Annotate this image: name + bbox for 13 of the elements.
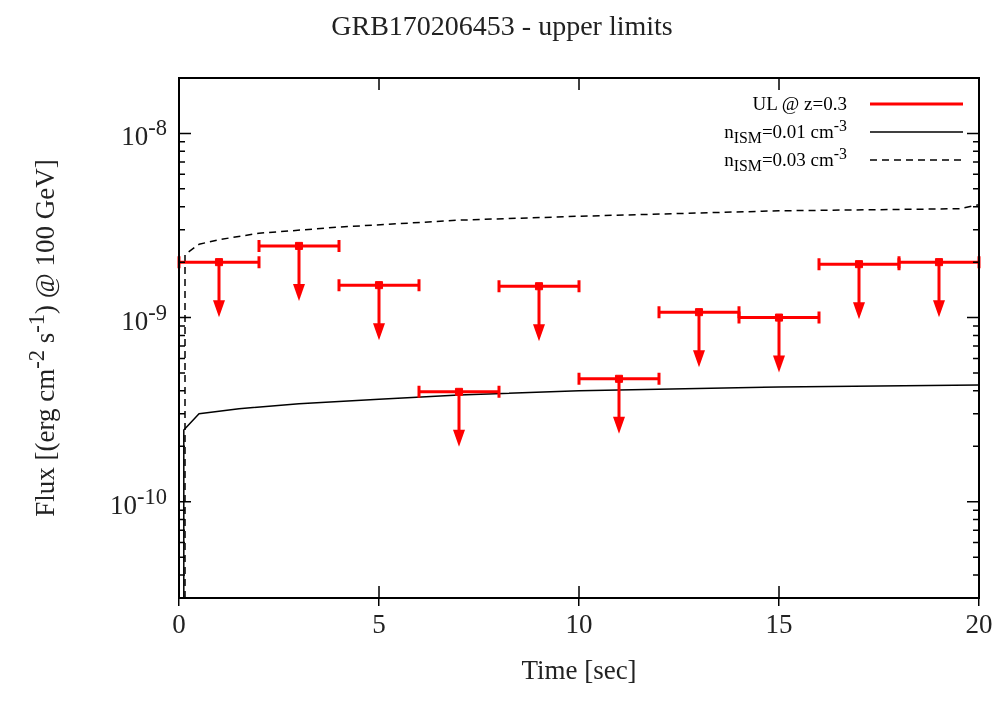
y-tick-label: 10$^{-9}$ [121,299,167,337]
x-tick-label: 5 [372,609,386,640]
legend-label: UL @ z=0.3 [752,93,847,115]
x-tick-label: 10 [565,609,593,640]
y-tick-label: 10$^{-8}$ [121,114,167,152]
x-tick-label: 20 [965,609,993,640]
x-axis-title: Time [sec] [520,655,638,686]
y-tick-label: 10$^{-10}$ [110,483,167,521]
legend-label: n$_{ISM}$=0.03 cm$^{-3}$ [724,144,847,176]
legend-label: n$_{ISM}$=0.01 cm$^{-3}$ [724,116,847,147]
x-tick-label: 15 [765,609,793,640]
chart-title: GRB170206453 - upper limits [330,10,674,42]
x-tick-label: 0 [172,609,186,640]
